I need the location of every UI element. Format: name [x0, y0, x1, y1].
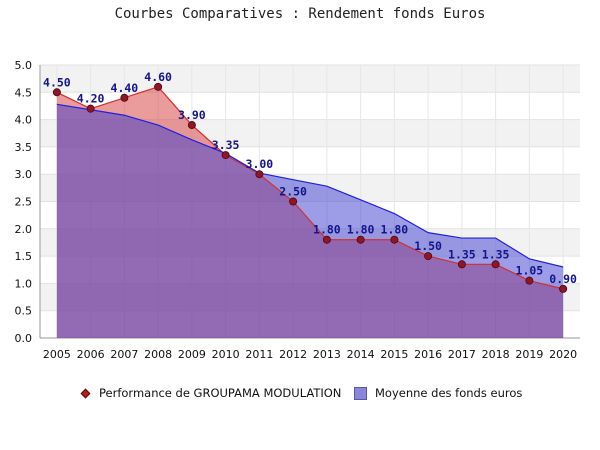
data-point [221, 151, 230, 160]
x-tick-label: 2018 [482, 348, 510, 361]
data-label: 1.80 [347, 223, 375, 237]
y-tick-label: 4.0 [15, 114, 33, 127]
data-label: 1.05 [516, 264, 544, 278]
data-label: 3.35 [212, 138, 240, 152]
data-label: 4.40 [111, 81, 139, 95]
data-point [187, 121, 196, 130]
x-tick-label: 2014 [347, 348, 375, 361]
y-tick-label: 4.5 [15, 86, 33, 99]
data-label: 4.50 [43, 75, 71, 89]
data-point [86, 104, 95, 113]
chart-title: Courbes Comparatives : Rendement fonds E… [114, 6, 486, 22]
data-point [424, 252, 433, 261]
data-point [289, 197, 298, 206]
x-tick-label: 2015 [380, 348, 408, 361]
chart-plot: 4.50 4.20 4.40 4.60 3.90 3.35 3.00 2.50 1.80 1.80… [15, 59, 580, 361]
x-tick-label: 2012 [279, 348, 307, 361]
series-markers [52, 82, 568, 293]
data-point [525, 276, 534, 285]
x-tick-label: 2008 [144, 348, 172, 361]
y-tick-label: 0.5 [15, 305, 33, 318]
legend-label-average: Moyenne des fonds euros [375, 386, 523, 400]
data-point [390, 235, 399, 244]
data-label: 1.80 [313, 223, 341, 237]
series-line-performance [56, 86, 564, 290]
data-labels: 4.50 4.20 4.40 4.60 3.90 3.35 3.00 2.50 1.80 1.80… [43, 70, 577, 286]
data-label: 4.20 [77, 92, 105, 106]
diamond-marker-icon [80, 388, 91, 398]
data-label: 2.50 [279, 185, 307, 199]
data-point [457, 260, 466, 269]
x-tick-label: 2019 [515, 348, 543, 361]
x-tick-label: 2006 [77, 348, 105, 361]
x-tick-label: 2007 [110, 348, 138, 361]
y-tick-label: 1.0 [15, 277, 33, 290]
data-point [322, 235, 331, 244]
legend-item-average: Moyenne des fonds euros [354, 386, 522, 400]
grid-band [40, 65, 580, 93]
data-point [120, 93, 129, 102]
data-point [154, 82, 163, 91]
legend-item-performance: Performance de GROUPAMA MODULATION [80, 386, 342, 400]
y-tick-label: 3.0 [15, 168, 33, 181]
data-label: 1.50 [414, 239, 442, 253]
x-tick-label: 2020 [549, 348, 577, 361]
y-tick-label: 0.0 [15, 332, 33, 345]
data-label: 3.90 [178, 108, 206, 122]
data-point [356, 235, 365, 244]
area-swatch-icon [354, 386, 367, 400]
data-label: 1.35 [448, 247, 476, 261]
y-tick-label: 1.5 [15, 250, 33, 263]
data-point [491, 260, 500, 269]
y-tick-label: 5.0 [15, 59, 33, 72]
data-point [559, 284, 568, 293]
series-line-average [56, 103, 564, 268]
data-label: 4.60 [144, 70, 172, 84]
y-tick-label: 2.0 [15, 223, 33, 236]
x-tick-label: 2013 [313, 348, 341, 361]
data-label: 0.90 [549, 272, 577, 286]
tick-labels: 0.0 0.5 1.0 1.5 2.0 2.5 3.0 3.5 4.0 4.5 5.0 2005 200… [15, 59, 578, 361]
series-areas [56, 86, 564, 338]
y-tick-label: 2.5 [15, 196, 33, 209]
data-point [255, 170, 264, 179]
x-tick-label: 2016 [414, 348, 442, 361]
legend: Performance de GROUPAMA MODULATION Moyen… [0, 386, 600, 406]
legend-label-performance: Performance de GROUPAMA MODULATION [99, 386, 342, 400]
x-tick-label: 2005 [43, 348, 71, 361]
data-label: 1.35 [482, 247, 510, 261]
data-label: 3.00 [246, 157, 274, 171]
data-point [52, 88, 61, 97]
data-label: 1.80 [381, 223, 409, 237]
y-tick-label: 3.5 [15, 141, 33, 154]
x-tick-label: 2011 [245, 348, 273, 361]
x-tick-label: 2009 [178, 348, 206, 361]
x-tick-label: 2010 [212, 348, 240, 361]
x-tick-label: 2017 [448, 348, 476, 361]
